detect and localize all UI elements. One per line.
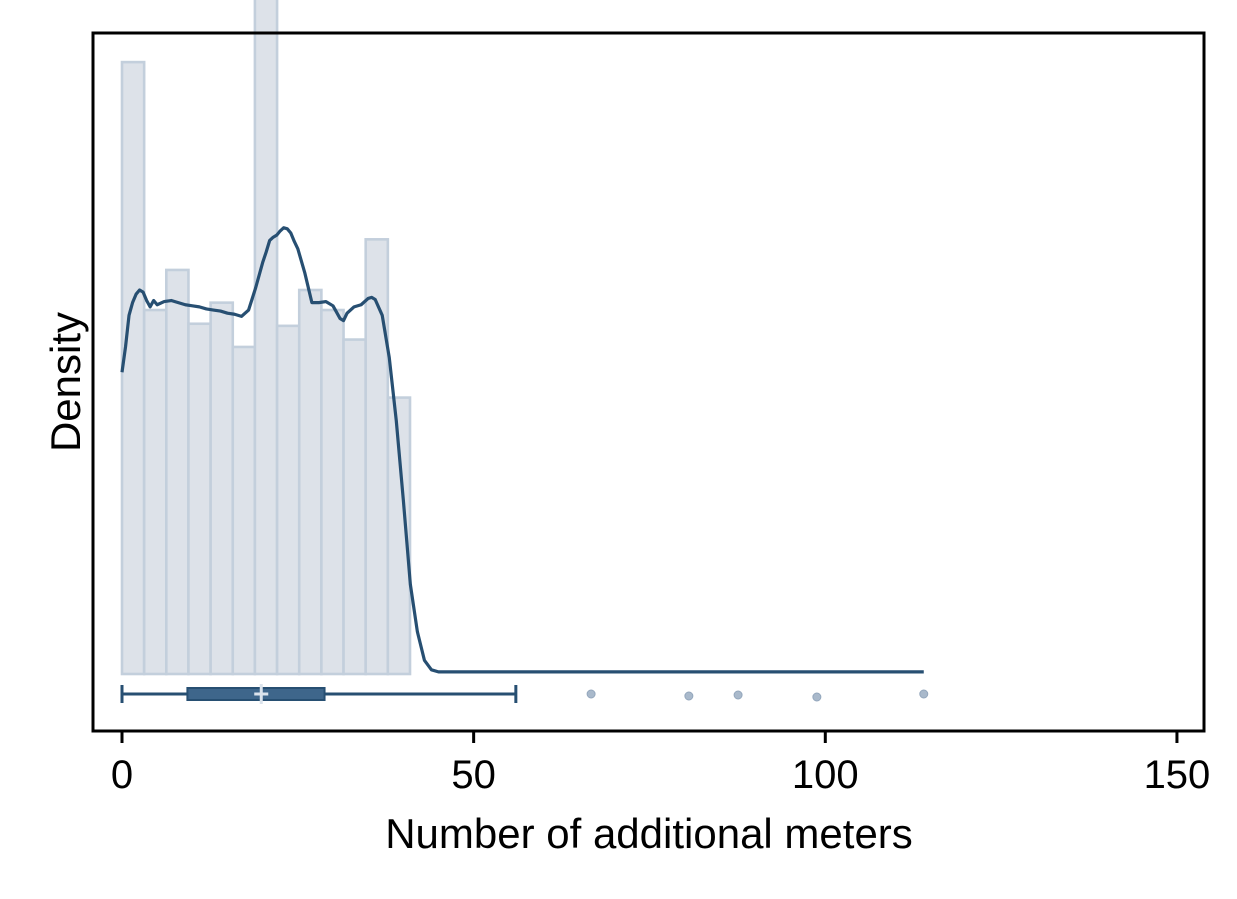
x-tick-label: 150 <box>1144 753 1211 797</box>
outlier-point <box>586 689 596 699</box>
outlier-point <box>684 691 694 701</box>
plot-frame <box>91 31 1206 733</box>
histogram-bar <box>165 268 190 676</box>
density-curve <box>120 226 924 674</box>
x-tick-label: 50 <box>451 753 496 797</box>
histogram-bar <box>320 308 345 676</box>
outlier-point <box>919 689 929 699</box>
outlier-point <box>812 692 822 702</box>
histogram-bar <box>142 308 168 676</box>
histogram-bar <box>386 396 412 676</box>
histogram-bar <box>342 338 367 676</box>
histogram-bar <box>253 0 279 676</box>
histogram-bar <box>297 288 323 676</box>
histogram-bar <box>231 345 257 676</box>
x-tick-label: 100 <box>792 753 859 797</box>
x-tick-label: 0 <box>111 753 133 797</box>
histogram-bar <box>275 324 301 676</box>
histogram-bar <box>120 60 146 676</box>
x-axis: 0 50 100 150 <box>111 731 1210 797</box>
x-axis-title: Number of additional meters <box>385 810 913 857</box>
outlier-point <box>733 690 743 700</box>
histogram-bars <box>120 0 412 676</box>
boxplot <box>120 684 929 704</box>
y-axis-title: Density <box>42 312 89 452</box>
histogram-bar <box>187 322 212 676</box>
histogram-bar <box>209 301 235 676</box>
